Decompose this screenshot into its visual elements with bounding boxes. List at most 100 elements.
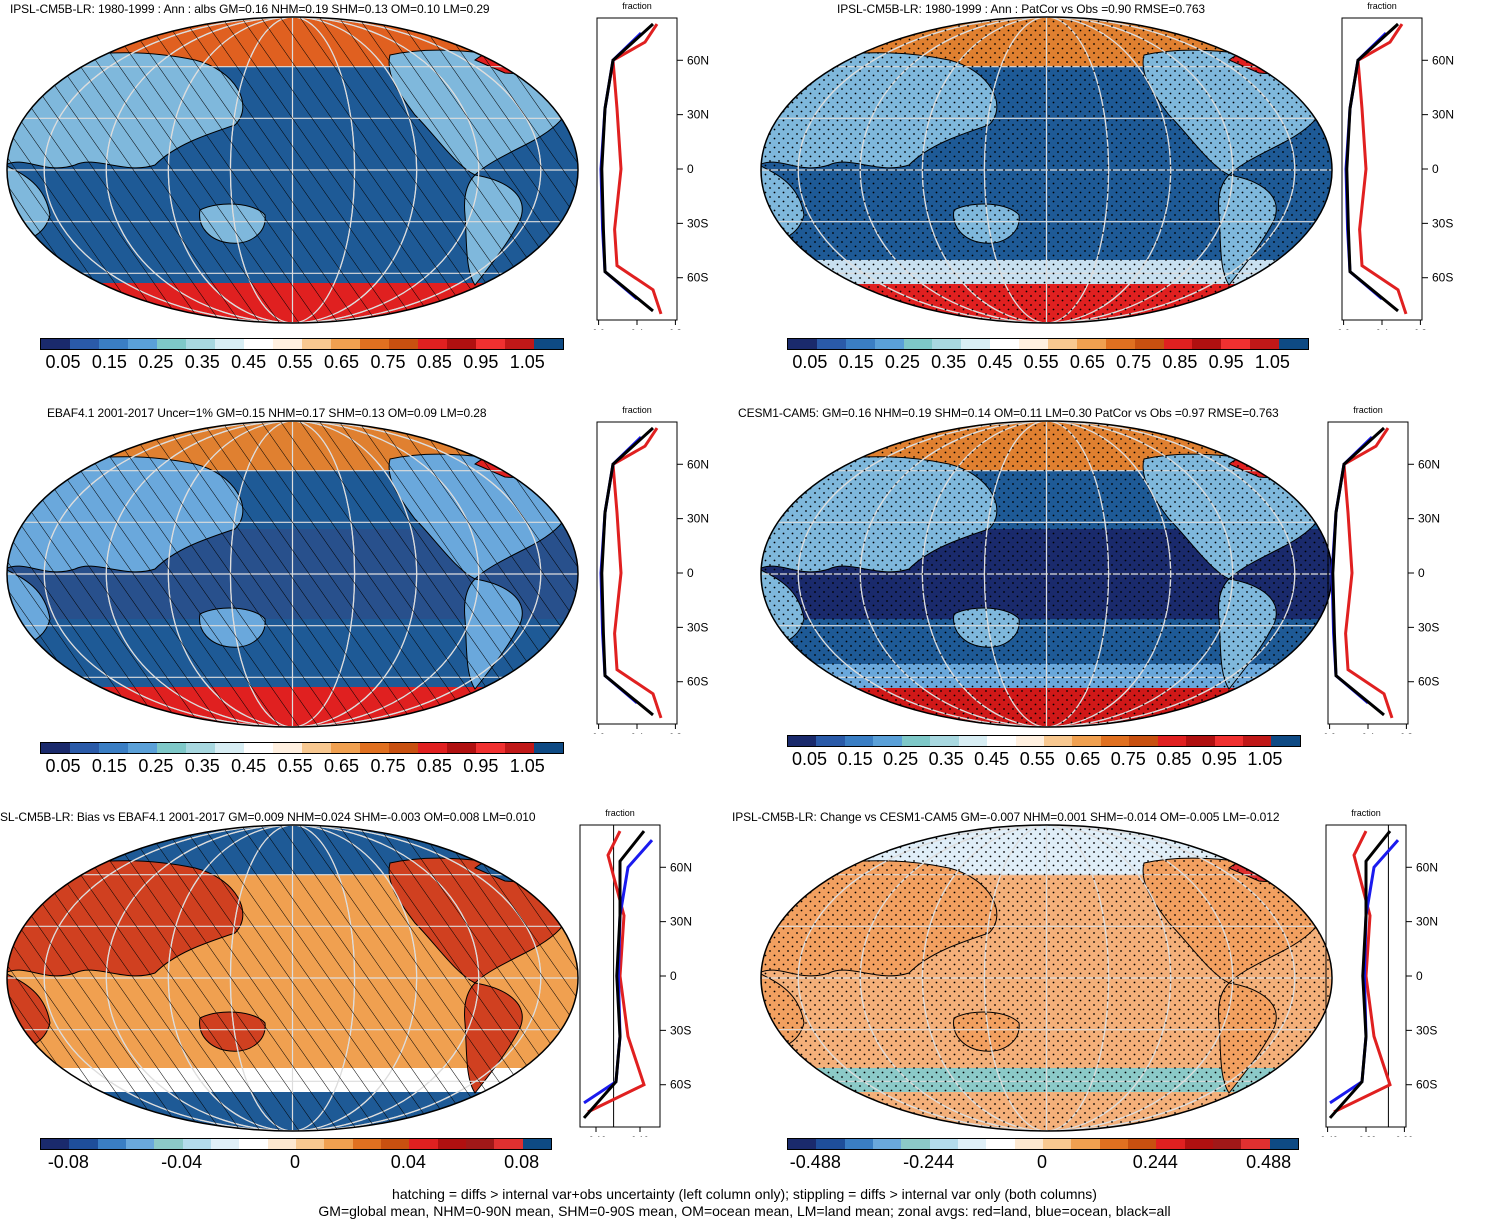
profile-ytick: 0 <box>687 162 694 176</box>
colorbar-tick-label: -0.244 <box>903 1152 954 1173</box>
profile-xlabel: fraction <box>622 405 652 415</box>
profile-ytick: 0 <box>687 566 694 580</box>
colorbar-swatch <box>1270 1139 1298 1149</box>
colorbar-swatch <box>1044 736 1072 746</box>
colorbar-tick-label: 0.75 <box>1116 352 1151 373</box>
profile-xtick: 0.0 <box>592 732 605 734</box>
colorbar-tick-label: 0.65 <box>324 756 359 777</box>
profile-xtick: 0.0 <box>592 328 605 330</box>
colorbar-swatch <box>816 736 844 746</box>
colorbar-tick-label: 0.45 <box>974 749 1009 770</box>
legend-line-1: hatching = diffs > internal var+obs unce… <box>0 1186 1489 1203</box>
colorbar-swatch <box>846 339 875 349</box>
colorbar-swatch <box>154 1139 182 1149</box>
profile-ytick: 60N <box>687 457 709 471</box>
colorbar-swatch <box>873 736 901 746</box>
all-series <box>1347 24 1398 311</box>
colorbar-swatch <box>873 1139 901 1149</box>
profile-ytick: 30N <box>1416 915 1438 929</box>
colorbar-swatch <box>961 339 990 349</box>
colorbar-swatch <box>990 339 1019 349</box>
all-series <box>1333 428 1384 715</box>
colorbar-swatch <box>324 1139 352 1149</box>
colorbar-tick-label: 0.85 <box>1156 749 1191 770</box>
colorbar-swatch <box>244 339 273 349</box>
colorbar-swatch <box>331 743 360 753</box>
profile-xtick: 0.00 <box>1396 1135 1414 1137</box>
all-series <box>602 428 653 715</box>
colorbar-swatch <box>1106 339 1135 349</box>
colorbar-swatch <box>215 339 244 349</box>
panel-title: IPSL-CM5B-LR: 1980-1999 : Ann : albs GM=… <box>10 2 489 16</box>
colorbar-swatch <box>1243 736 1271 746</box>
profile-ytick: 60S <box>1418 675 1439 689</box>
map-albedo-cesm <box>759 419 1334 729</box>
profile-xlabel: fraction <box>622 1 652 11</box>
panel-2: IPSL-CM5B-LR: 1980-1999 : Ann : PatCor v… <box>744 0 1488 400</box>
colorbar-tick-label: 0.65 <box>1070 352 1105 373</box>
profile-xtick: 0.8 <box>1414 328 1427 330</box>
colorbar-tick-label: 0.55 <box>278 352 313 373</box>
colorbar-tick-label: 0.35 <box>185 756 220 777</box>
colorbar-swatch <box>1072 736 1100 746</box>
colorbar-swatch <box>183 1139 211 1149</box>
profile-ytick: 60N <box>1418 457 1440 471</box>
colorbar-swatch <box>69 1139 97 1149</box>
colorbar-tick-label: 0.08 <box>504 1152 539 1173</box>
profile-xtick: -0.10 <box>586 1135 607 1137</box>
panel-6: IPSL-CM5B-LR: Change vs CESM1-CAM5 GM=-0… <box>744 805 1488 1205</box>
panel-title: IPSL-CM5B-LR: Change vs CESM1-CAM5 GM=-0… <box>732 810 1279 824</box>
profile-ytick: 30N <box>1432 108 1454 122</box>
profile-ytick: 30N <box>1418 512 1440 526</box>
colorbar-swatch <box>389 339 418 349</box>
zonal-profile: fraction60N30N030S60S0.00.40.8 <box>1330 0 1480 335</box>
colorbar-tick-label: 0.05 <box>45 756 80 777</box>
profile-ytick: 60N <box>670 860 692 874</box>
colorbar-swatch <box>788 339 817 349</box>
profile-xtick: -0.20 <box>1356 1135 1377 1137</box>
profile-xtick: 0.10 <box>631 1135 649 1137</box>
profile-ytick: 30S <box>1432 216 1453 230</box>
colorbar-swatch <box>98 1139 126 1149</box>
profile-ytick: 0 <box>1416 969 1423 983</box>
zonal-profile: fraction60N30N030S60S0.00.40.8 <box>585 404 735 739</box>
colorbar-swatch <box>331 339 360 349</box>
profile-ytick: 60S <box>687 675 708 689</box>
profile-ytick: 30S <box>687 620 708 634</box>
colorbar-swatch <box>447 743 476 753</box>
colorbar-tick-label: 0.35 <box>185 352 220 373</box>
profile-xtick: 0.8 <box>1400 732 1413 734</box>
land-series <box>613 24 661 314</box>
profile-ytick: 60S <box>687 271 708 285</box>
colorbar-swatch <box>476 339 505 349</box>
panel-title: IPSL-CM5B-LR: 1980-1999 : Ann : PatCor v… <box>837 2 1205 16</box>
panel-title: EBAF4.1 2001-2017 Uncer=1% GM=0.15 NHM=0… <box>47 406 486 420</box>
colorbar-tick-label: 0.35 <box>929 749 964 770</box>
colorbar-swatch <box>476 743 505 753</box>
profile-ytick: 60N <box>1432 53 1454 67</box>
colorbar-swatch <box>1135 339 1164 349</box>
colorbar-swatch <box>70 339 99 349</box>
colorbar-tick-label: 0.85 <box>1162 352 1197 373</box>
profile-xtick: 0.0 <box>1337 328 1350 330</box>
colorbar-tick-label: 1.05 <box>510 352 545 373</box>
profile-xtick: 0.4 <box>1362 732 1375 734</box>
colorbar <box>787 735 1301 747</box>
land-series <box>1344 428 1392 718</box>
colorbar-swatch <box>418 339 447 349</box>
colorbar-swatch <box>1279 339 1308 349</box>
colorbar-tick-label: 0.05 <box>792 749 827 770</box>
colorbar-swatch <box>186 743 215 753</box>
colorbar-swatch <box>1213 1139 1241 1149</box>
colorbar-tick-label: 1.05 <box>1247 749 1282 770</box>
legend-note: hatching = diffs > internal var+obs unce… <box>0 1186 1489 1220</box>
map-albedo-ipsl <box>5 15 580 325</box>
colorbar-swatch <box>1271 736 1299 746</box>
colorbar-swatch <box>494 1139 522 1149</box>
legend-line-2: GM=global mean, NHM=0-90N mean, SHM=0-90… <box>0 1203 1489 1220</box>
colorbar-swatch <box>128 339 157 349</box>
colorbar-tick-label: 0.15 <box>839 352 874 373</box>
colorbar-swatch <box>1186 736 1214 746</box>
colorbar-swatch <box>817 339 846 349</box>
